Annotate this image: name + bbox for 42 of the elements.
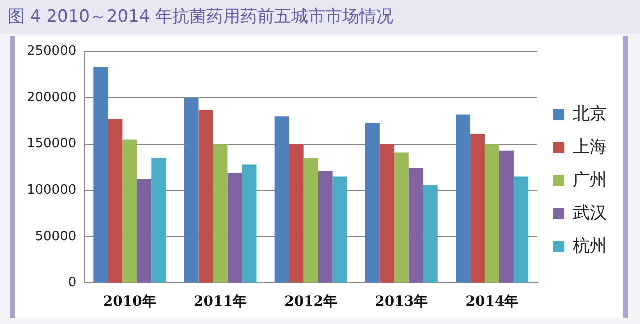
y-tick-label: 0 — [68, 276, 77, 291]
bar — [242, 164, 257, 283]
x-tick-label: 2011年 — [194, 294, 247, 310]
legend-label: 北京 — [573, 104, 607, 124]
bar — [274, 116, 290, 283]
y-tick-label: 250000 — [26, 44, 77, 60]
chart-title: 图 4 2010～2014 年抗菌药用药前五城市市场情况 — [0, 0, 640, 34]
bar — [122, 140, 138, 283]
y-tick-label: 50000 — [35, 229, 77, 244]
bar — [394, 152, 409, 283]
x-tick-label: 2014年 — [466, 294, 519, 310]
x-tick-label: 2010年 — [103, 294, 156, 310]
bar — [198, 110, 214, 283]
y-tick-label: 200000 — [26, 90, 77, 106]
bar — [304, 158, 318, 283]
bar — [380, 144, 394, 283]
bar — [94, 68, 108, 283]
legend-label: 杭州 — [572, 236, 607, 256]
bar — [456, 114, 470, 283]
legend-label: 武汉 — [573, 203, 607, 224]
bar — [484, 144, 500, 283]
bar — [470, 134, 485, 283]
y-tick-label: 150000 — [26, 136, 77, 152]
bar — [228, 173, 242, 283]
legend-label: 上海 — [573, 137, 607, 158]
bar — [108, 119, 123, 283]
bar — [499, 150, 514, 283]
bar — [318, 171, 333, 283]
bar — [332, 176, 348, 283]
bar — [137, 180, 152, 283]
legend-label: 广州 — [573, 170, 607, 190]
x-tick-label: 2013年 — [375, 294, 428, 310]
bar — [289, 144, 304, 283]
bar — [423, 185, 438, 283]
bar — [213, 144, 228, 283]
y-tick-label: 100000 — [26, 183, 77, 198]
bar — [152, 158, 166, 283]
bar — [408, 168, 424, 283]
x-tick-label: 2012年 — [284, 294, 338, 310]
bar — [184, 98, 199, 283]
bar — [365, 123, 380, 283]
bar — [514, 176, 528, 283]
